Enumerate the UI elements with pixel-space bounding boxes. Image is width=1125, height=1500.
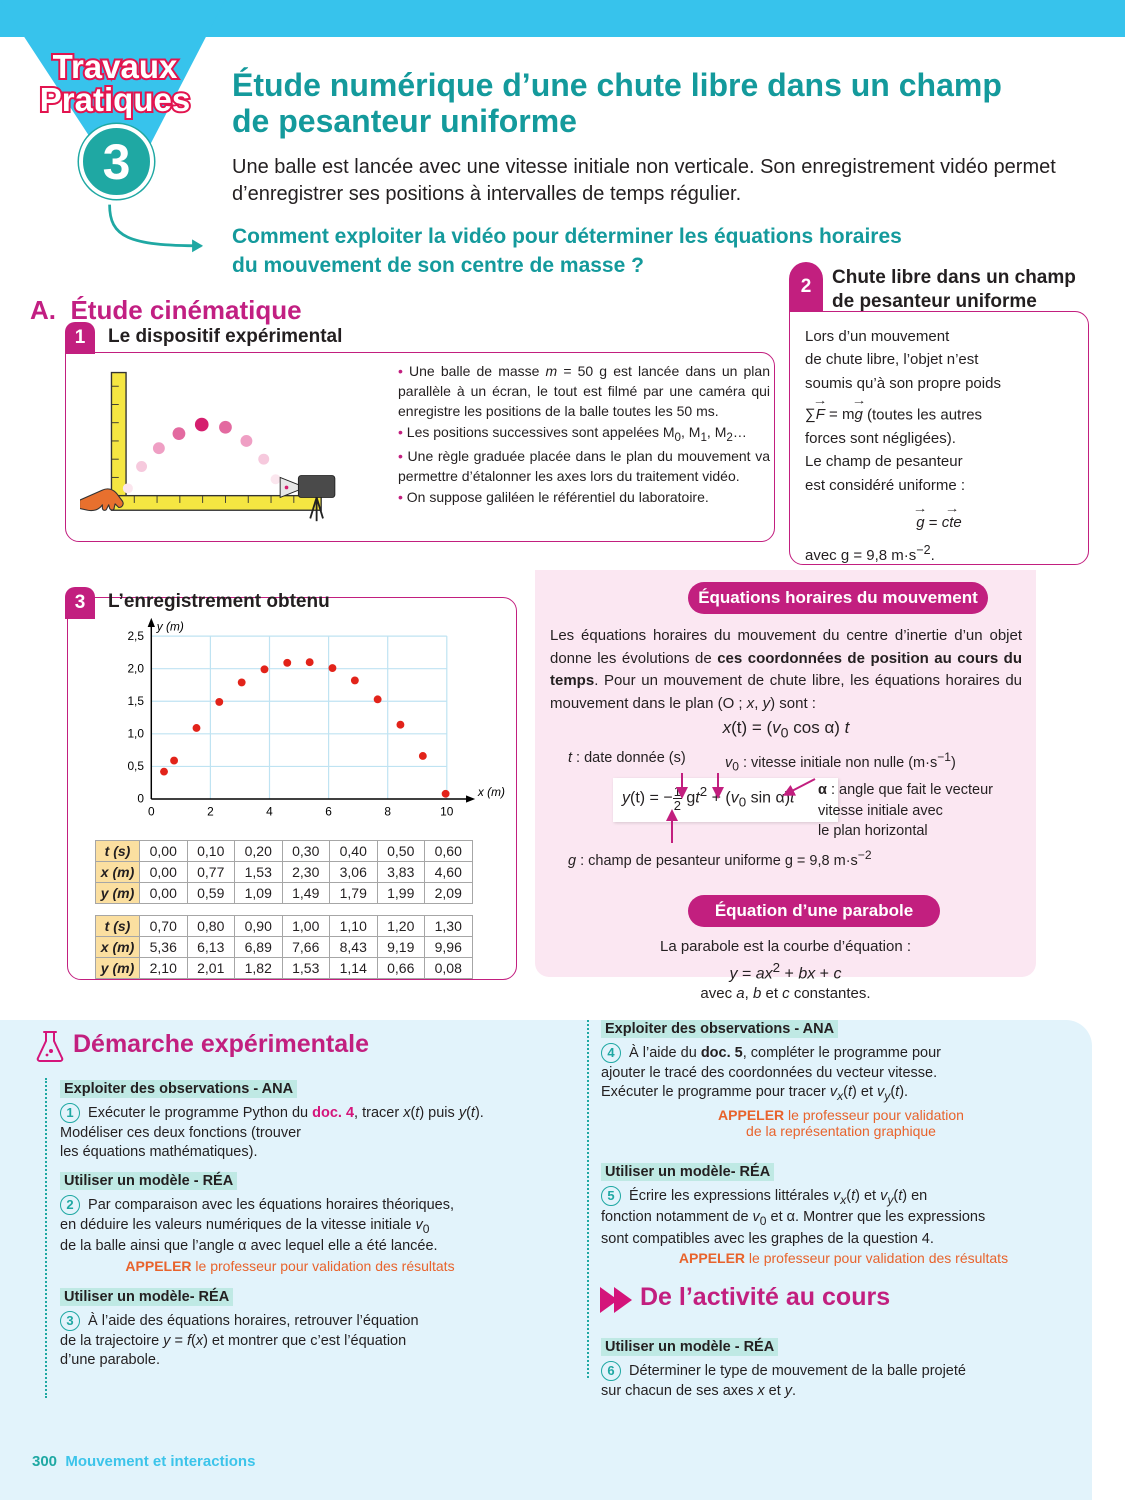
svg-text:4: 4: [266, 804, 273, 818]
svg-text:2: 2: [207, 804, 214, 818]
svg-text:2,5: 2,5: [127, 629, 144, 643]
svg-text:8: 8: [384, 804, 391, 818]
svg-text:1,5: 1,5: [127, 694, 144, 708]
svg-text:x (m): x (m): [477, 785, 505, 799]
svg-text:10: 10: [440, 804, 454, 818]
svg-text:2,0: 2,0: [127, 661, 144, 675]
svg-text:0: 0: [137, 792, 144, 806]
svg-text:6: 6: [325, 804, 332, 818]
svg-text:0: 0: [148, 804, 155, 818]
svg-text:1,0: 1,0: [127, 726, 144, 740]
svg-text:0,5: 0,5: [127, 759, 144, 773]
svg-text:y (m): y (m): [156, 620, 184, 634]
